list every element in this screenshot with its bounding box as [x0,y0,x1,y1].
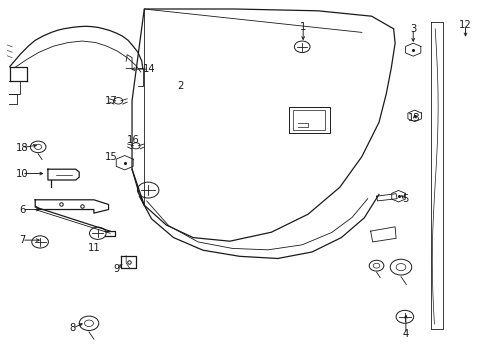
Text: 14: 14 [142,64,155,74]
Text: 13: 13 [407,113,420,123]
Text: 10: 10 [16,168,28,179]
Text: 12: 12 [458,20,471,30]
Text: 16: 16 [126,135,139,145]
Text: 17: 17 [105,96,118,106]
Text: 9: 9 [113,264,120,274]
Text: 15: 15 [105,152,118,162]
Text: 2: 2 [176,81,183,91]
Text: 3: 3 [409,24,415,34]
Text: 18: 18 [16,143,28,153]
Text: 8: 8 [69,323,75,333]
Text: 1: 1 [299,22,306,32]
Bar [293,110,325,130]
Text: 6: 6 [19,204,25,215]
Bar [288,107,329,133]
Text: 5: 5 [402,194,408,204]
Text: 4: 4 [402,329,408,339]
Text: 7: 7 [19,235,25,245]
Text: 11: 11 [88,243,101,253]
